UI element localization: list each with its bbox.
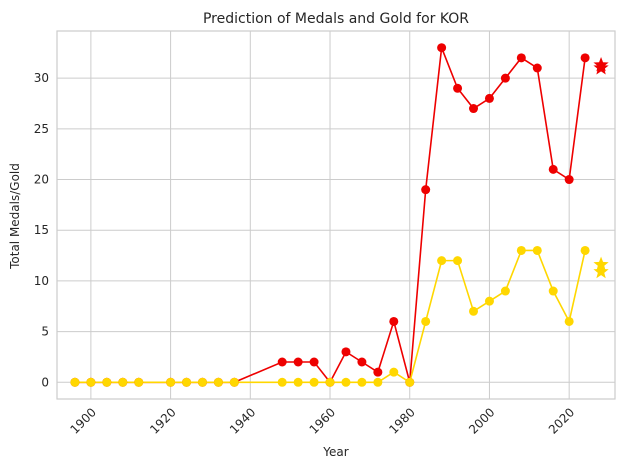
data-point bbox=[293, 377, 303, 387]
data-point bbox=[469, 104, 479, 114]
data-point bbox=[166, 377, 176, 387]
data-point bbox=[421, 316, 431, 326]
x-tick-label: 2000 bbox=[466, 405, 497, 436]
data-point bbox=[197, 377, 207, 387]
data-point bbox=[373, 367, 383, 377]
data-point bbox=[421, 185, 431, 195]
data-point bbox=[516, 53, 526, 63]
data-point bbox=[357, 377, 367, 387]
y-tick-label: 5 bbox=[41, 325, 49, 339]
x-tick-label: 1980 bbox=[386, 405, 417, 436]
data-point bbox=[213, 377, 223, 387]
data-point bbox=[341, 377, 351, 387]
data-point bbox=[86, 377, 96, 387]
data-point bbox=[548, 164, 558, 174]
x-tick-label: 1960 bbox=[307, 405, 338, 436]
data-point bbox=[277, 377, 287, 387]
data-point bbox=[70, 377, 80, 387]
data-point bbox=[134, 377, 144, 387]
data-point bbox=[500, 73, 510, 83]
data-point bbox=[564, 175, 574, 185]
data-point bbox=[229, 377, 239, 387]
data-point bbox=[309, 377, 319, 387]
data-point bbox=[580, 53, 590, 63]
data-point bbox=[484, 296, 494, 306]
data-point bbox=[293, 357, 303, 367]
series-line bbox=[74, 249, 586, 384]
data-point bbox=[341, 347, 351, 357]
x-tick-label: 1920 bbox=[147, 405, 178, 436]
data-point bbox=[277, 357, 287, 367]
y-tick-label: 20 bbox=[34, 173, 49, 187]
data-point bbox=[118, 377, 128, 387]
y-tick-label: 25 bbox=[34, 122, 49, 136]
data-point bbox=[182, 377, 192, 387]
plot-frame bbox=[56, 30, 616, 400]
y-tick-label: 30 bbox=[34, 71, 49, 85]
data-point bbox=[389, 367, 399, 377]
data-point bbox=[373, 377, 383, 387]
x-tick-label: 2020 bbox=[546, 405, 577, 436]
x-axis-label: Year bbox=[322, 445, 348, 459]
data-point bbox=[453, 256, 463, 266]
y-axis-label: Total Medals/Gold bbox=[8, 163, 22, 270]
data-point bbox=[548, 286, 558, 296]
data-point bbox=[437, 43, 447, 53]
data-point bbox=[453, 83, 463, 93]
data-point bbox=[532, 63, 542, 73]
data-point bbox=[102, 377, 112, 387]
prediction-star bbox=[593, 60, 609, 75]
data-point bbox=[580, 245, 590, 255]
data-point bbox=[325, 377, 335, 387]
data-point bbox=[389, 316, 399, 326]
data-point bbox=[357, 357, 367, 367]
data-point bbox=[532, 245, 542, 255]
data-point bbox=[405, 377, 415, 387]
data-point bbox=[500, 286, 510, 296]
data-point bbox=[564, 316, 574, 326]
data-point bbox=[516, 245, 526, 255]
series-layer bbox=[70, 43, 609, 387]
y-tick-label: 10 bbox=[34, 274, 49, 288]
data-point bbox=[484, 93, 494, 103]
x-tick-label: 1900 bbox=[68, 405, 99, 436]
data-point bbox=[437, 256, 447, 266]
grid bbox=[57, 31, 615, 399]
data-point bbox=[309, 357, 319, 367]
x-tick-label: 1940 bbox=[227, 405, 258, 436]
data-point bbox=[469, 306, 479, 316]
y-tick-label: 0 bbox=[41, 375, 49, 389]
prediction-star bbox=[593, 263, 609, 279]
y-tick-label: 15 bbox=[34, 223, 49, 237]
chart-title: Prediction of Medals and Gold for KOR bbox=[203, 11, 469, 27]
